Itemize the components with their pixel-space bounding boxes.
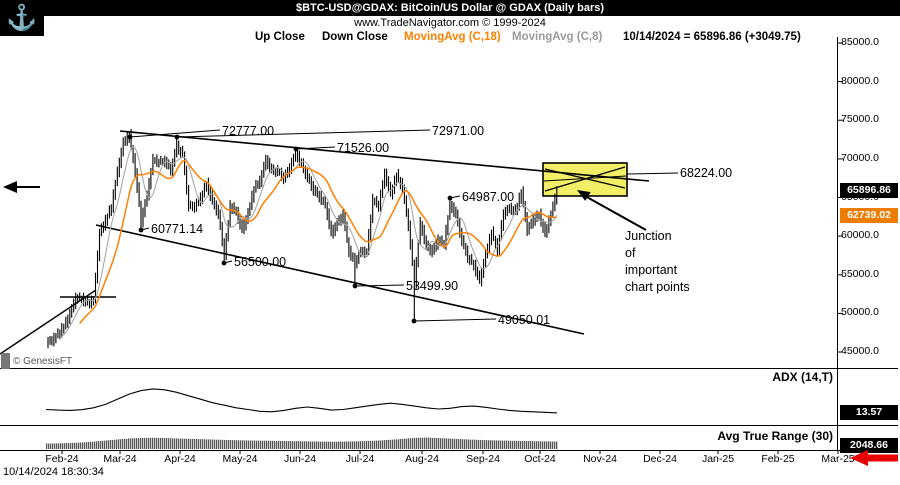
y-axis-label: 70000.0 [841,152,879,164]
x-axis-label: Mar-25 [821,453,855,465]
junction-note-line: chart points [625,280,690,294]
x-axis-label: Mar-24 [103,453,137,465]
left-price-arrow [3,181,40,193]
x-axis-label: Dec-24 [643,453,677,465]
legend-ma8[interactable]: MovingAvg (C,8) [512,31,603,43]
y-axis-label: 55000.0 [841,268,879,280]
price-label-72971: 72971.00 [432,124,485,138]
adx-value-badge: 13.57 [840,405,898,420]
y-axis-label: 45000.0 [841,345,879,357]
y-axis-label: 80000.0 [841,75,879,87]
x-axis-ticks [61,450,839,454]
price-label-64987: 64987.00 [462,190,515,204]
title-bar: $BTC-USD@GDAX: BitCoin/US Dollar @ GDAX … [0,0,900,16]
legend-up-close[interactable]: Up Close [255,31,305,43]
x-axis-label: May-24 [222,453,258,465]
junction-note-line: important [625,263,678,277]
genesis-watermark: © GenesisFT [13,356,73,367]
junction-note: Junction of important chart points [625,228,690,296]
anchor-icon: ⚓ [6,4,38,32]
junction-pointer-arrow [577,190,647,231]
legend-down-close[interactable]: Down Close [322,31,388,43]
red-arrow-icon [850,450,898,466]
price-label-72777: 72777.00 [222,124,275,138]
junction-note-line: of [625,246,636,260]
ma-value-badge: 62739.02 [840,208,898,223]
junction-note-line: Junction [625,229,672,243]
x-axis-label: Aug-24 [405,453,439,465]
y-axis-label: 50000.0 [841,306,879,318]
moving-average-lines [59,146,558,339]
y-axis-ticks [837,42,843,353]
y-axis-label: 75000.0 [841,113,879,125]
atr-value-badge: 2048.66 [840,438,898,453]
x-axis-label: Sep-24 [466,453,500,465]
price-label-68224: 68224.00 [680,166,733,180]
chart-title: $BTC-USD@GDAX: BitCoin/US Dollar @ GDAX … [295,2,605,14]
price-label-71526: 71526.00 [337,141,390,155]
annotation-leaders [127,129,679,324]
last-price-badge: 65896.86 [840,183,898,198]
legend-quote: 10/14/2024 = 65896.86 (+3049.75) [623,31,801,43]
x-axis-label: Oct-24 [524,453,556,465]
x-axis-label: Jul-24 [345,453,375,465]
price-label-53499: 53499.90 [406,279,459,293]
adx-indicator-line [45,388,558,414]
x-axis-label: Feb-24 [45,453,79,465]
panel-borders [0,37,898,451]
junction-highlight-box [542,162,628,197]
site-credit: www.TradeNavigator.com © 1999-2024 [354,17,546,29]
x-axis-label: Nov-24 [583,453,617,465]
genesis-logo-mark [1,353,10,369]
price-label-49050: 49050.01 [498,313,551,327]
x-axis-label: Feb-25 [761,453,795,465]
price-label-60771: 60771.14 [151,222,204,236]
resistance-trendline [119,130,650,182]
x-axis-label: Jan-25 [701,453,735,465]
atr-panel-label: Avg True Range (30) [717,429,833,443]
x-axis-label: Apr-24 [164,453,196,465]
y-axis-label: 85000.0 [841,36,879,48]
support-trendline [95,224,585,335]
subtitle-bar: www.TradeNavigator.com © 1999-2024 [0,16,900,30]
adx-panel-label: ADX (14,T) [772,370,833,384]
atr-indicator-bars [46,437,558,449]
scroll-right-arrow[interactable] [848,447,900,467]
status-timestamp: 10/14/2024 18:30:34 [3,466,104,478]
x-axis-label: Jun-24 [283,453,317,465]
app-logo: ⚓ [0,0,44,36]
y-axis-label: 60000.0 [841,229,879,241]
legend-ma18[interactable]: MovingAvg (C,18) [404,31,501,43]
price-label-56500: 56500.00 [234,255,287,269]
